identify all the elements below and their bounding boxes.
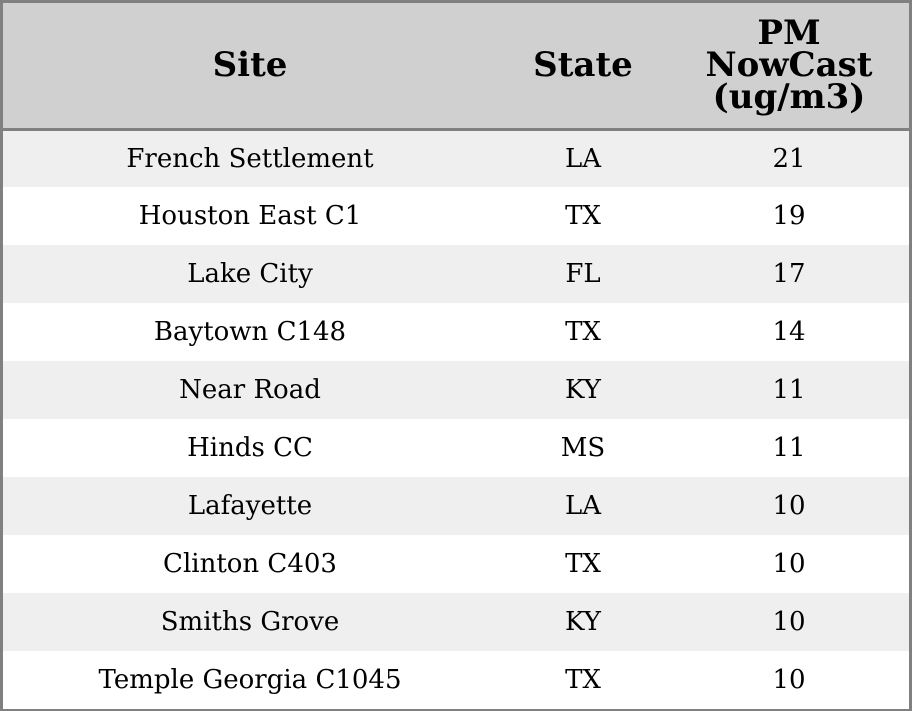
- header-site-line: Site: [212, 45, 288, 86]
- cell-site: Houston East C1: [138, 201, 362, 231]
- cell-pm-nowcast: 11: [772, 433, 806, 463]
- table-row: Houston East C1 TX 19: [3, 187, 909, 245]
- table-row: Smiths Grove KY 10: [3, 593, 909, 651]
- table-row: French Settlement LA 21: [3, 129, 909, 187]
- cell-pm-nowcast: 19: [772, 201, 806, 231]
- cell-site: Lake City: [187, 259, 313, 289]
- table-row: Lake City FL 17: [3, 245, 909, 303]
- cell-pm-nowcast: 21: [772, 143, 806, 174]
- cell-site: Smiths Grove: [160, 607, 340, 637]
- header-state-line: State: [533, 45, 633, 86]
- header-state: State: [497, 3, 669, 131]
- cell-state: LA: [564, 491, 602, 521]
- table-body: French Settlement LA 21 Houston East C1 TX 19…: [3, 129, 909, 709]
- header-site: Site: [3, 3, 497, 131]
- cell-state: TX: [565, 201, 601, 231]
- header-row: Site State PM NowCast (ug/m3): [3, 3, 909, 131]
- cell-state: FL: [565, 259, 601, 289]
- cell-pm-nowcast: 17: [772, 259, 806, 289]
- table-row: Lafayette LA 10: [3, 477, 909, 535]
- cell-pm-nowcast: 10: [772, 491, 806, 521]
- cell-pm-nowcast: 10: [772, 665, 806, 695]
- cell-state: KY: [565, 607, 601, 637]
- pm-nowcast-table: Site State PM NowCast (ug/m3) French Set…: [3, 3, 909, 709]
- cell-site: Lafayette: [187, 491, 313, 521]
- cell-state: TX: [565, 549, 601, 579]
- cell-site: Baytown C148: [153, 317, 347, 347]
- cell-pm-nowcast: 14: [772, 317, 806, 347]
- cell-state: LA: [564, 143, 602, 174]
- cell-pm-nowcast: 11: [772, 375, 806, 405]
- header-pm-line-3: (ug/m3): [712, 77, 866, 118]
- table-row: Near Road KY 11: [3, 361, 909, 419]
- header-pm-line-2: NowCast: [705, 45, 873, 86]
- cell-pm-nowcast: 10: [772, 607, 806, 637]
- cell-state: KY: [565, 375, 601, 405]
- cell-site: Near Road: [179, 375, 321, 405]
- table-row: Baytown C148 TX 14: [3, 303, 909, 361]
- cell-site: Temple Georgia C1045: [98, 665, 402, 695]
- cell-state: MS: [560, 433, 606, 463]
- cell-site: French Settlement: [126, 143, 374, 174]
- table-row: Hinds CC MS 11: [3, 419, 909, 477]
- header-pm-line-1: PM: [757, 13, 821, 54]
- cell-pm-nowcast: 10: [772, 549, 806, 579]
- cell-site: Clinton C403: [163, 549, 337, 579]
- table-header: Site State PM NowCast (ug/m3): [3, 3, 909, 131]
- cell-state: TX: [565, 317, 601, 347]
- table-row: Temple Georgia C1045 TX 10: [3, 651, 909, 709]
- cell-state: TX: [565, 665, 601, 695]
- cell-site: Hinds CC: [187, 433, 313, 463]
- header-pm-nowcast: PM NowCast (ug/m3): [669, 3, 909, 131]
- table-row: Clinton C403 TX 10: [3, 535, 909, 593]
